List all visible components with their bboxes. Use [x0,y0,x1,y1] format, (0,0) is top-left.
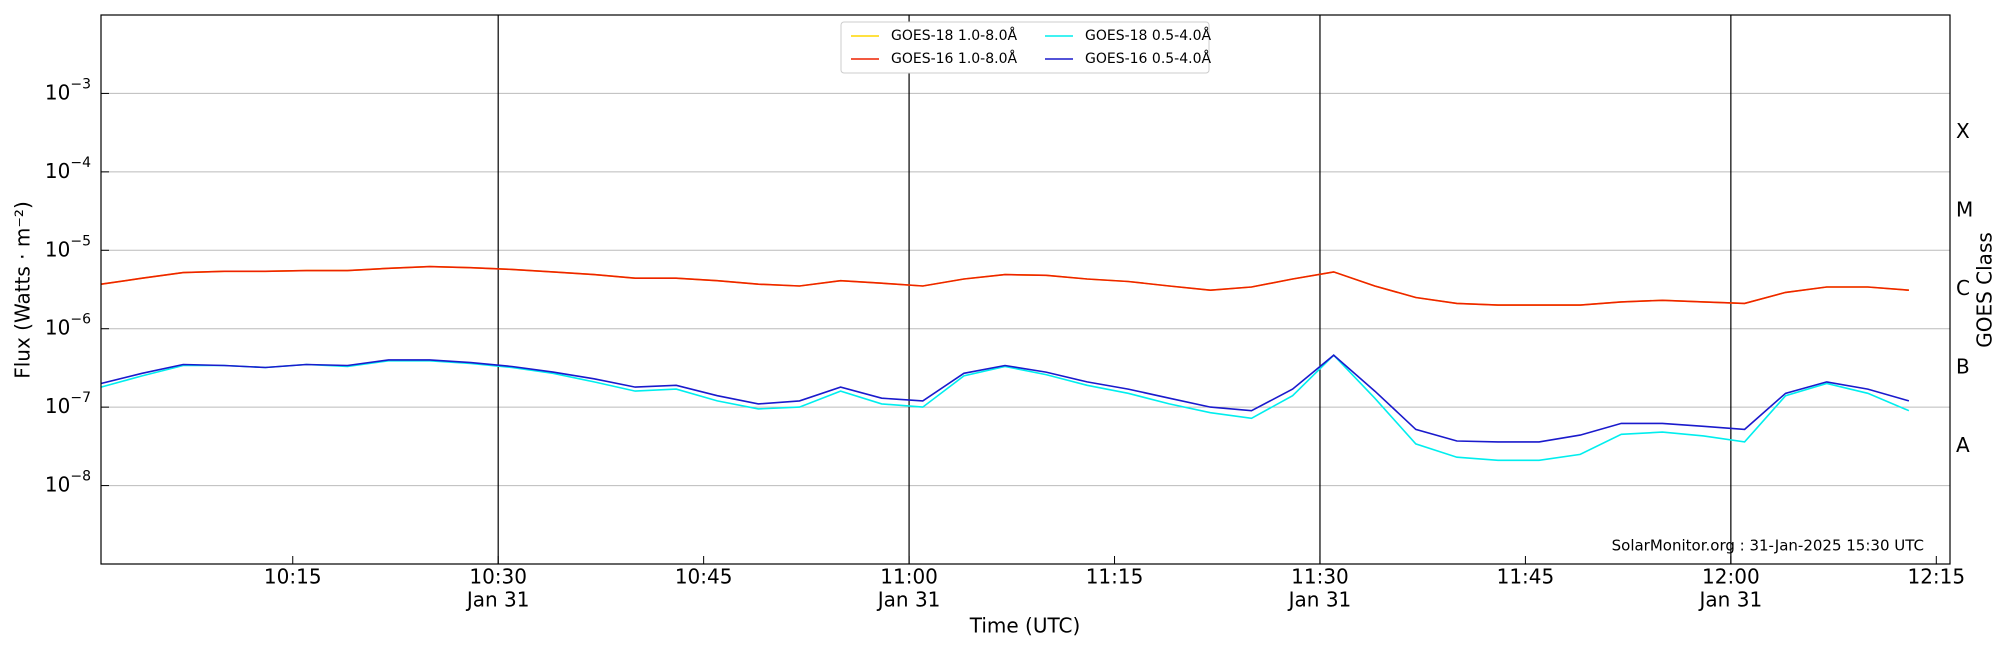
x-tick-label: 10:45 [675,565,733,589]
plot-frame [100,14,1951,565]
series-line [100,265,1909,306]
x-axis-label: Time (UTC) [969,614,1081,638]
class-label: M [1956,198,1973,222]
y-tick-base: 10 [45,394,70,418]
class-label: A [1956,433,1970,457]
series-line [100,265,1909,306]
y-axis-label: Flux (Watts · m⁻²) [11,201,35,379]
y-tick-label: 10−6 [45,312,91,340]
class-label: X [1956,119,1970,143]
class-label: C [1956,276,1970,300]
y-tick-label: 10−4 [45,155,91,183]
legend-label: GOES-18 1.0-8.0Å [891,27,1017,44]
x-tick-label: 12:15 [1907,565,1965,589]
x-tick-label: Jan 31 [465,588,530,612]
annotation: SolarMonitor.org : 31-Jan-2025 15:30 UTC [1612,537,1924,555]
y-tick-base: 10 [45,158,70,182]
x-tick-label: 10:15 [264,565,322,589]
x-tick-label: 11:00 [880,565,938,589]
x-tick-label: Jan 31 [1698,588,1763,612]
y-tick-exp: −7 [70,390,91,406]
x-tick-label: 12:00 [1702,565,1760,589]
legend-label: GOES-16 0.5-4.0Å [1085,50,1211,67]
y-tick-exp: −8 [70,469,91,485]
legend-label: GOES-18 0.5-4.0Å [1085,27,1211,44]
x-tick-label: Jan 31 [876,588,941,612]
x-tick-label: 11:45 [1497,565,1555,589]
y-tick-base: 10 [45,315,70,339]
x-tick-label: 10:30 [469,565,527,589]
legend-box [840,21,1210,74]
y-tick-base: 10 [45,237,70,261]
y-tick-label: 10−7 [45,390,91,418]
y-tick-label: 10−3 [45,76,91,104]
y2-axis-label: GOES Class [1973,232,1997,348]
x-tick-label: 11:30 [1291,565,1349,589]
y-tick-exp: −3 [70,76,91,92]
class-label: B [1956,354,1970,378]
legend-label: GOES-16 1.0-8.0Å [891,50,1017,67]
y-tick-label: 10−5 [45,233,91,260]
series-line [100,354,1910,443]
x-tick-label: Jan 31 [1287,588,1352,612]
y-tick-base: 10 [45,80,70,104]
y-tick-label: 10−8 [45,469,91,497]
y-tick-exp: −5 [70,233,91,249]
y-tick-base: 10 [45,472,70,496]
x-tick-label: 11:15 [1086,565,1144,589]
y-tick-exp: −6 [70,312,91,328]
y-tick-exp: −4 [70,155,91,171]
series-line [100,354,1910,462]
